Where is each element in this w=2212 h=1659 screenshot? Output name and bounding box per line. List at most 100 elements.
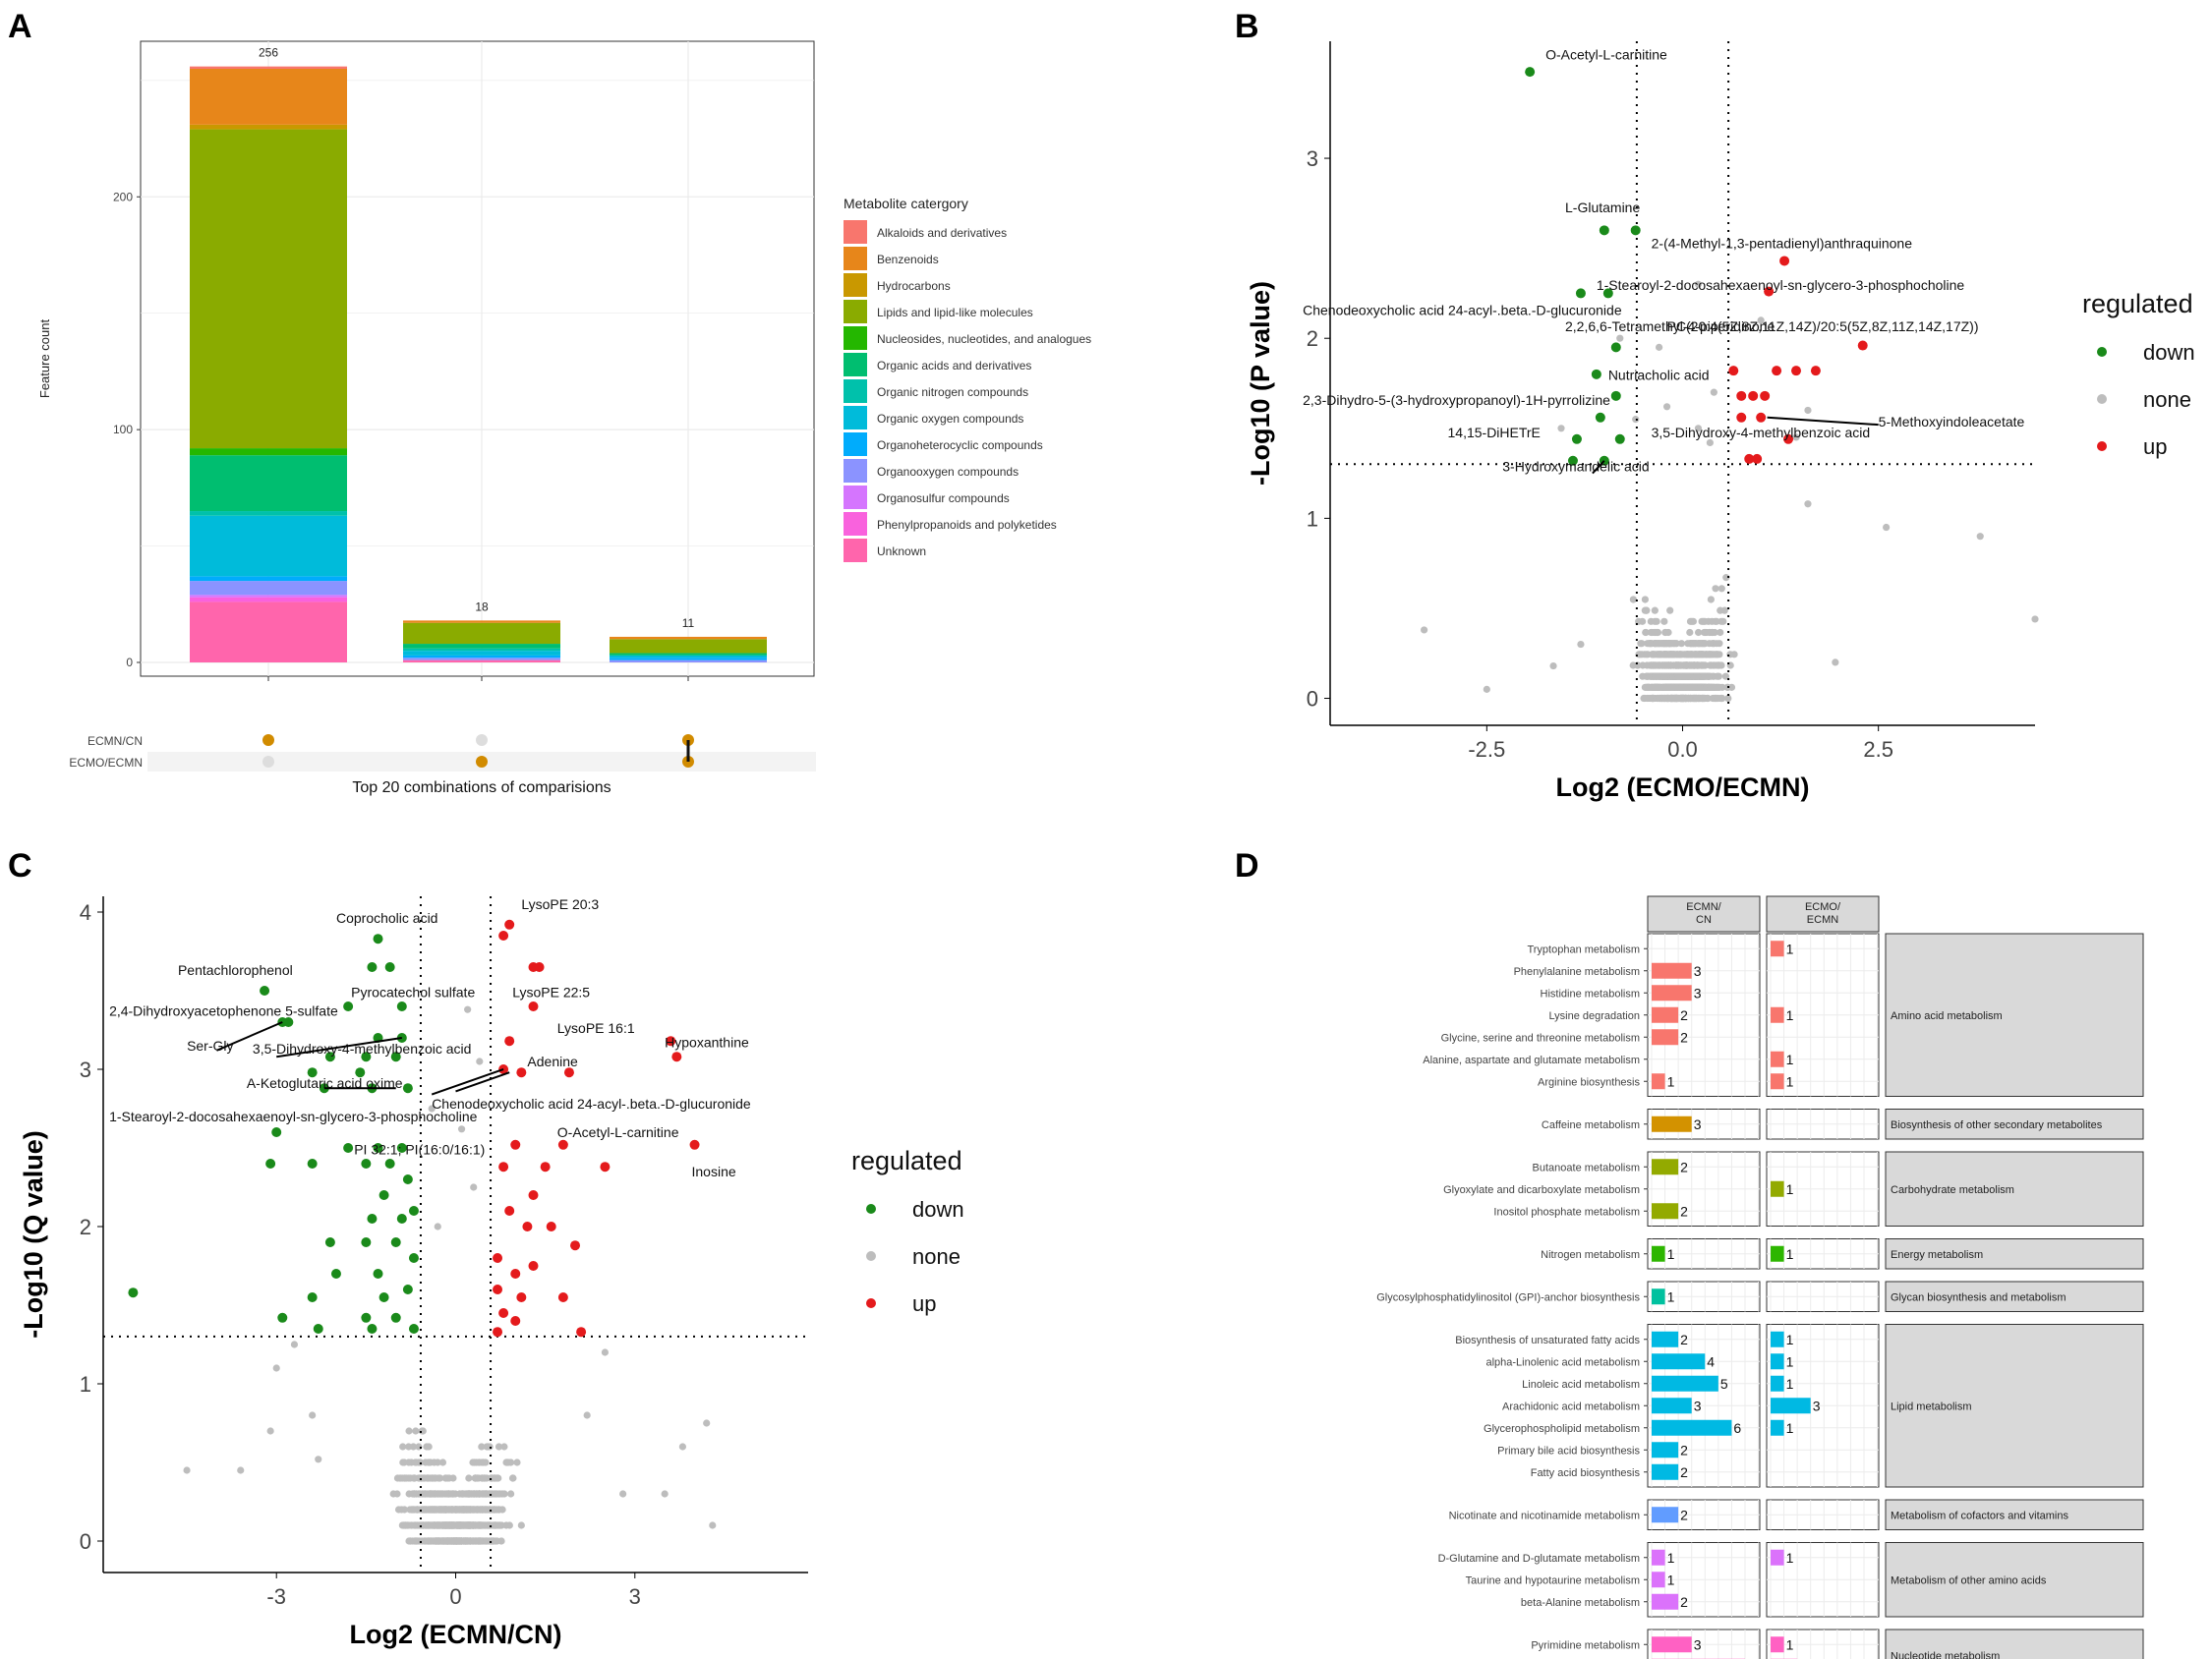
legend-label: Organooxygen compounds [877,465,1019,479]
pathway-bar [1652,1572,1665,1588]
y-tick-label: 0 [1307,687,1318,712]
point-none [290,1341,299,1348]
point-none [1710,683,1717,691]
point-none [1709,661,1717,669]
panel-b-volcano-plot: 0 1 2 3 -2.5 0.0 2.5 Log2 (ECMO/ECMN) -Log10 (P … [1246,41,2195,802]
point-down [1599,225,1609,236]
point-down [402,1174,413,1184]
pathway-bar [1652,962,1692,979]
panel-a-upset-chart: 0 100 200 Feature count 256 18 11 Metabolite ca… [37,40,1091,796]
bar-segment [190,69,347,125]
point-annotation: LysoPE 16:1 [557,1020,635,1036]
point-none [405,1427,413,1435]
point-up [1791,366,1802,376]
point-up [1744,453,1755,464]
bar-segment [610,639,767,654]
panel-label-d: D [1235,847,1259,885]
x-tick-label: 3 [629,1584,641,1609]
bar-segment [190,595,347,598]
point-down [1591,369,1601,379]
pathway-bar [1652,985,1692,1001]
point-none [470,1183,478,1191]
bar-value-label: 1 [1786,1353,1794,1369]
legend-key [844,432,867,456]
pathway-bar [1652,1029,1679,1046]
pathway-label: Nitrogen metabolism [1541,1249,1640,1261]
facet-header [1647,895,1761,933]
point-none [601,1348,610,1356]
bar-value-label: 2 [1680,1507,1688,1522]
point-none [1641,683,1650,691]
point-none [315,1456,322,1463]
point-up [510,1139,521,1150]
legend-label: down [2143,340,2195,365]
point-up [1783,433,1794,444]
point-annotation: 1-Stearoyl-2-docosahexaenoyl-sn-glycero-… [1597,277,1965,293]
bar-segment [190,597,347,602]
point-down [361,1312,372,1323]
point-none [406,1474,414,1482]
point-none [399,1459,407,1466]
point-none [497,1537,505,1545]
legend-title: Metabolite catergory [844,196,968,211]
point-annotation: PC(20:4(5Z,8Z,11Z,14Z)/20:5(5Z,8Z,11Z,14… [1667,318,1979,334]
group-label: Glycan biosynthesis and metabolism [1891,1291,2066,1303]
bar-value-label: 1 [1786,941,1794,956]
point-none [1660,617,1668,625]
point-down [1610,390,1621,401]
point-annotation: 3-Hydroxymandelic acid [1502,459,1649,475]
point-annotation: 14,15-DiHETrE [1448,425,1541,440]
legend-key [866,1251,876,1261]
point-none [493,1474,501,1482]
point-down [367,1324,378,1334]
point-up [522,1222,533,1231]
bar-value-label: 1 [1786,1181,1794,1197]
point-annotation: 1-Stearoyl-2-docosahexaenoyl-sn-glycero-… [109,1109,478,1124]
point-none [1724,694,1732,703]
point-none [517,1521,525,1529]
pathway-label: Glycosylphosphatidylinositol (GPI)-ancho… [1376,1291,1640,1303]
point-down [396,1214,407,1224]
point-none [1659,661,1666,669]
point-annotation: Nutriacholic acid [1608,367,1710,382]
point-annotation: O-Acetyl-L-carnitine [1545,46,1667,62]
x-tick-label: 0.0 [1667,737,1698,762]
point-none [1654,628,1662,637]
pathway-label: Lysine degradation [1548,1010,1640,1022]
facet-label: ECMN [1807,914,1838,926]
pathway-label: Taurine and hypotaurine metabolism [1466,1574,1640,1586]
point-down [330,1269,341,1279]
point-down [260,986,270,996]
point-none [1686,628,1694,637]
point-up [1857,340,1868,351]
bar-segment [190,515,347,577]
facet-label: ECMN/ [1686,901,1721,913]
y-tick-label: 0 [80,1529,91,1554]
point-none [411,1490,419,1498]
pathway-label: D-Glutamine and D-glutamate metabolism [1438,1553,1640,1565]
pathway-label: Biosynthesis of unsaturated fatty acids [1455,1335,1640,1346]
point-none [428,1105,436,1113]
bar-total-label: 11 [682,616,695,630]
point-none [467,1490,475,1498]
point-down [396,1143,407,1153]
point-none [1708,617,1716,625]
point-none [1705,651,1714,658]
point-none [1712,585,1719,593]
point-down [343,1001,354,1011]
point-down [355,1067,366,1078]
point-down [1571,433,1582,444]
legend-key [844,459,867,483]
pathway-bar [1771,1051,1784,1067]
group-strip [1885,1238,2144,1270]
bar-segment [190,455,347,512]
legend-key [844,539,867,562]
point-up [504,919,515,930]
point-none [1691,640,1699,648]
point-none [1629,596,1637,603]
pathway-bar [1771,1073,1784,1090]
point-none [1643,651,1651,658]
bar-segment [610,658,767,660]
point-down [361,1237,372,1247]
point-down [307,1292,318,1302]
